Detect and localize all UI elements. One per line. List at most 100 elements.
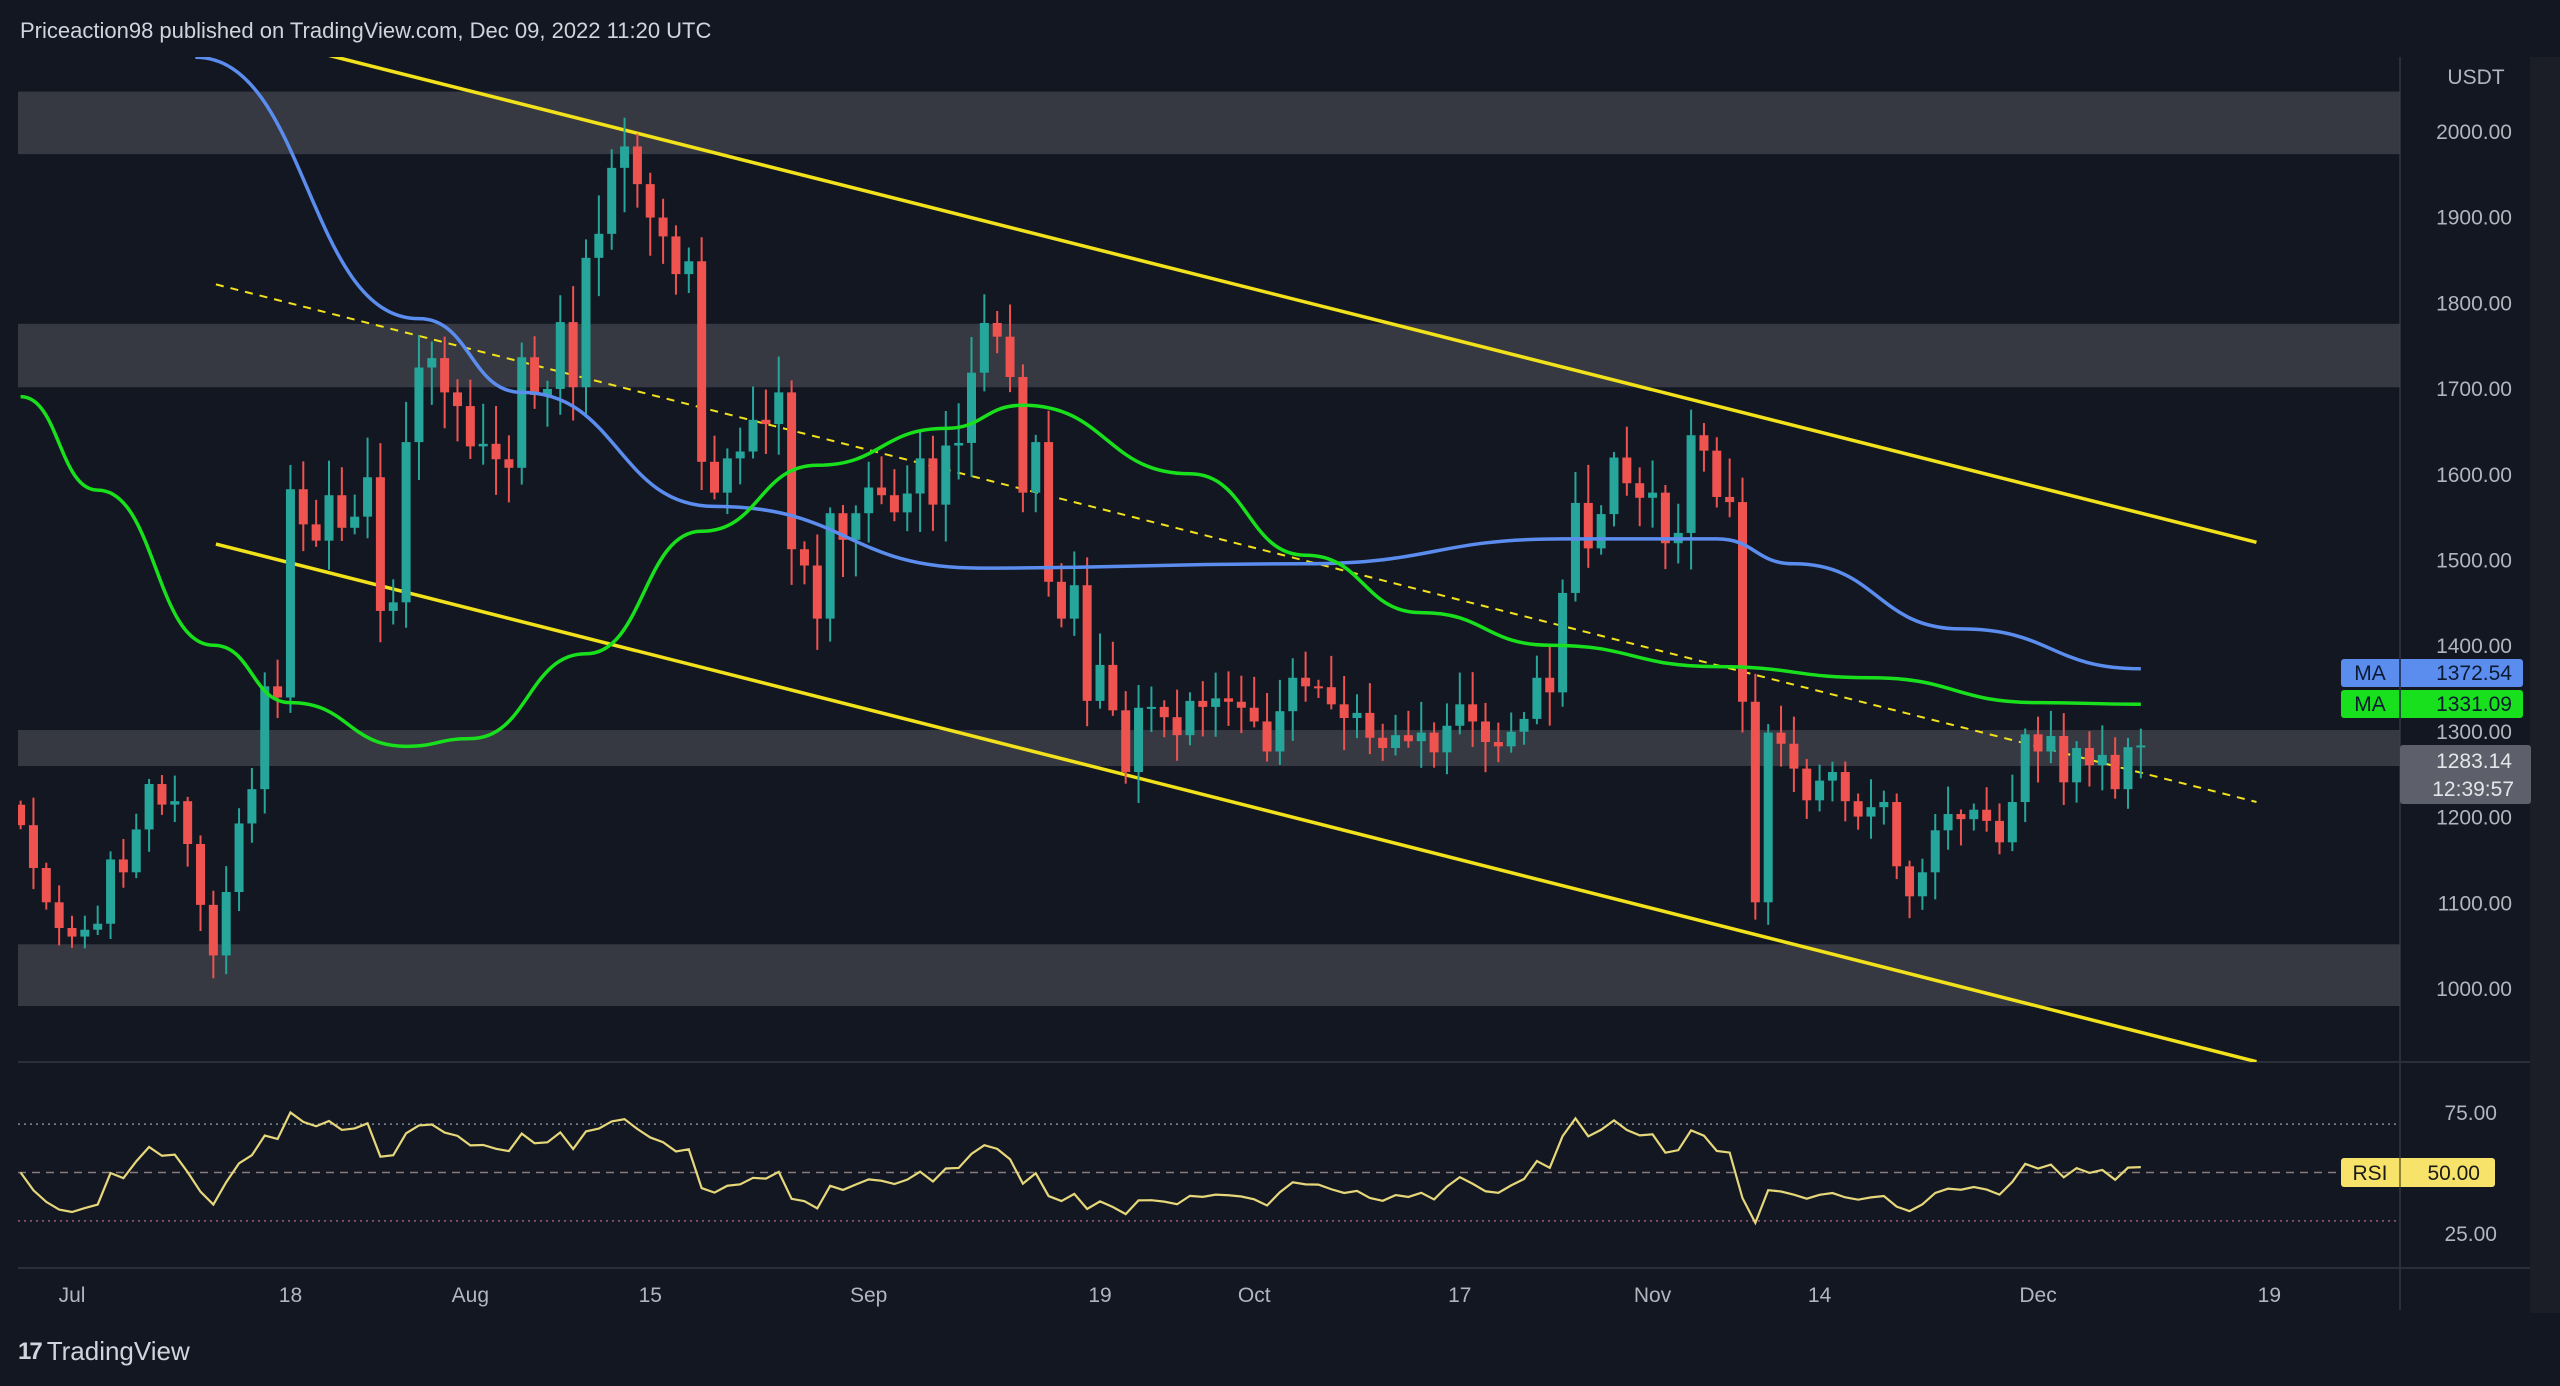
candle [774, 356, 784, 455]
candle-body [2020, 734, 2030, 803]
candle-body [954, 442, 964, 446]
candle [1172, 689, 1182, 761]
candle-body [106, 859, 116, 924]
tradingview-brand[interactable]: 17 TradingView [18, 1336, 190, 1367]
candle [915, 430, 925, 533]
candle-body [1712, 450, 1722, 497]
candle [1378, 723, 1388, 761]
candle-body [1570, 502, 1580, 593]
candle-body [1468, 704, 1478, 722]
candle [684, 247, 694, 294]
candle-body [363, 477, 373, 517]
candle [157, 775, 167, 815]
candle-body [157, 784, 167, 805]
candle-body [1044, 442, 1054, 582]
candle [838, 504, 848, 578]
candle [812, 534, 822, 650]
candle [1699, 423, 1709, 472]
candle-body [1262, 721, 1272, 752]
candle [697, 237, 707, 490]
candle [337, 467, 347, 542]
candle [298, 461, 308, 552]
candle-body [1596, 514, 1606, 549]
candle [234, 808, 244, 911]
channel-upper-line [328, 57, 2257, 545]
candle-body [1545, 677, 1555, 693]
candle [1134, 684, 1144, 804]
candle-body [144, 784, 154, 830]
candle [1609, 451, 1619, 527]
candle [1750, 673, 1760, 920]
candle [1493, 722, 1503, 763]
candle-body [1082, 585, 1092, 701]
candle-body [1301, 677, 1311, 687]
candle [1403, 710, 1413, 748]
candle-body [517, 357, 527, 468]
price-tick-label: 1600.00 [2436, 464, 2512, 487]
candle [1005, 304, 1015, 393]
candle [1815, 764, 1825, 812]
time-tick-label: Oct [1238, 1284, 1271, 1307]
candle [1725, 458, 1735, 518]
candle-body [1211, 698, 1221, 707]
candle [221, 866, 231, 975]
candle [93, 905, 103, 935]
candle-body [941, 445, 951, 505]
candle-body [1095, 664, 1105, 701]
candle [568, 286, 578, 421]
candle [2136, 728, 2146, 779]
candle-body [234, 823, 244, 893]
candle [607, 149, 617, 250]
channel-lower-line [215, 542, 2257, 1062]
candle [1224, 671, 1233, 726]
candle [247, 767, 257, 843]
candle [1905, 860, 1915, 919]
time-tick-label: Dec [2019, 1284, 2056, 1307]
candle [1982, 787, 1992, 832]
candle [889, 469, 899, 522]
candle-body [1622, 457, 1632, 484]
candle [260, 672, 270, 814]
candle [350, 494, 360, 535]
candle-body [1018, 376, 1028, 493]
candle [954, 403, 964, 480]
candle [285, 464, 295, 713]
candle-body [838, 513, 848, 540]
candle-body [1853, 801, 1863, 817]
main-pane[interactable] [16, 55, 2257, 1062]
candle-body [1686, 435, 1696, 533]
candle-body [1056, 581, 1066, 619]
time-tick-label: 17 [1448, 1284, 1471, 1307]
time-tick-label: Sep [850, 1284, 887, 1307]
candle-body [620, 146, 630, 168]
candle-body [1134, 707, 1144, 773]
candle-body [375, 477, 385, 611]
candle [864, 461, 874, 543]
candle [2059, 713, 2069, 805]
candle-body [285, 489, 295, 698]
price-tick-label: 2000.00 [2436, 121, 2512, 144]
candle [722, 448, 732, 515]
candle-body [1275, 711, 1285, 752]
candle [54, 885, 64, 946]
currency-label: USDT [2447, 66, 2504, 89]
candle [388, 579, 398, 625]
rsi-pane[interactable] [18, 1110, 2400, 1226]
candle [311, 499, 321, 547]
candle [1969, 803, 1979, 831]
ma-value-tag [2341, 690, 2523, 718]
candle [118, 838, 128, 888]
candle [1570, 471, 1580, 602]
candle-body [1995, 820, 2004, 843]
candle-body [401, 442, 411, 603]
candle [710, 435, 719, 500]
support-resistance-zone [18, 944, 2400, 1006]
bar-countdown: 12:39:57 [2432, 778, 2514, 801]
ma-tag-label: MA [2354, 693, 2386, 716]
candle-body [1905, 866, 1915, 897]
candle [170, 775, 180, 823]
ma-tag-value: 1331.09 [2436, 693, 2512, 716]
candle-body [992, 322, 1002, 337]
candle [1313, 679, 1323, 699]
